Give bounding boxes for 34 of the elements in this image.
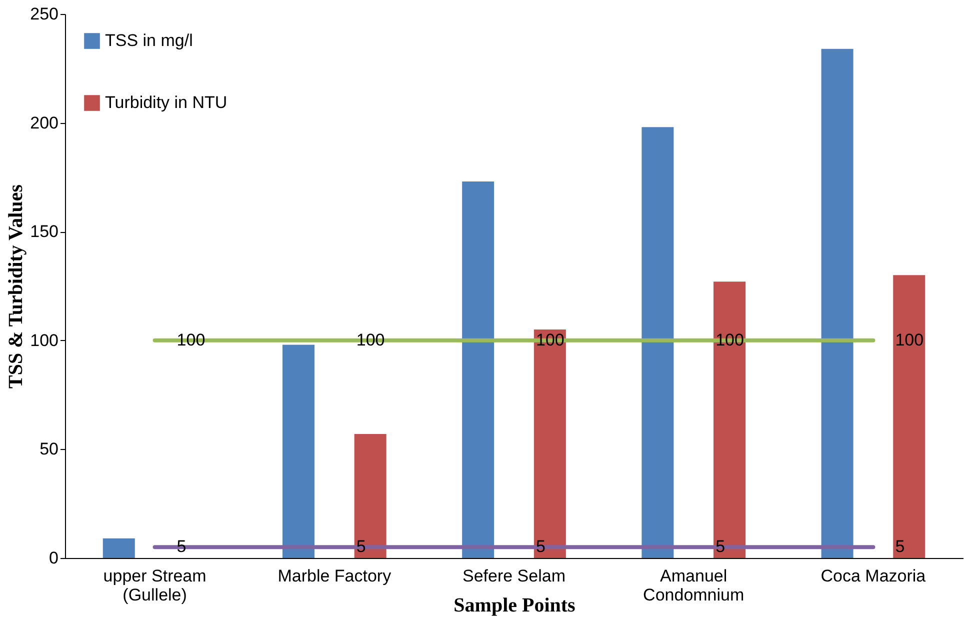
y-tick-label: 200 bbox=[30, 113, 58, 132]
x-tick-label: Sefere Selam bbox=[462, 566, 566, 586]
bar bbox=[714, 282, 746, 558]
bar bbox=[354, 434, 386, 558]
y-tick-label: 50 bbox=[40, 440, 58, 459]
legend-label: TSS in mg/l bbox=[105, 31, 193, 50]
data-label: 100 bbox=[895, 330, 924, 350]
bar bbox=[893, 275, 926, 558]
y-tick-label: 100 bbox=[30, 330, 58, 350]
x-tick-label: upper Stream (Gullele) bbox=[103, 566, 206, 604]
data-label: 5 bbox=[356, 537, 366, 556]
bar bbox=[102, 538, 135, 558]
x-tick-label: Marble Factory bbox=[278, 566, 392, 586]
data-label: 5 bbox=[895, 537, 905, 556]
data-label: 5 bbox=[176, 537, 186, 556]
data-label: 100 bbox=[536, 330, 564, 350]
data-label: 100 bbox=[716, 330, 744, 350]
bar bbox=[462, 182, 494, 558]
y-tick-label: 150 bbox=[30, 222, 58, 242]
x-tick-label: Amanuel Condomnium bbox=[643, 566, 744, 604]
x-axis-title: Sample Points bbox=[454, 594, 576, 616]
bar bbox=[534, 330, 566, 558]
y-tick-label: 250 bbox=[30, 4, 58, 24]
data-label: 5 bbox=[716, 537, 726, 556]
data-label: 100 bbox=[176, 330, 206, 350]
data-label: 100 bbox=[356, 330, 385, 350]
y-tick-label: 0 bbox=[49, 548, 58, 568]
x-tick-label: Coca Mazoria bbox=[820, 566, 926, 586]
bar bbox=[821, 48, 854, 558]
y-axis-title: TSS & Turbidity Values bbox=[5, 184, 28, 388]
bar bbox=[642, 127, 674, 558]
bar bbox=[282, 344, 314, 558]
legend-label: Turbidity in NTU bbox=[105, 93, 228, 112]
data-label: 5 bbox=[536, 537, 546, 556]
